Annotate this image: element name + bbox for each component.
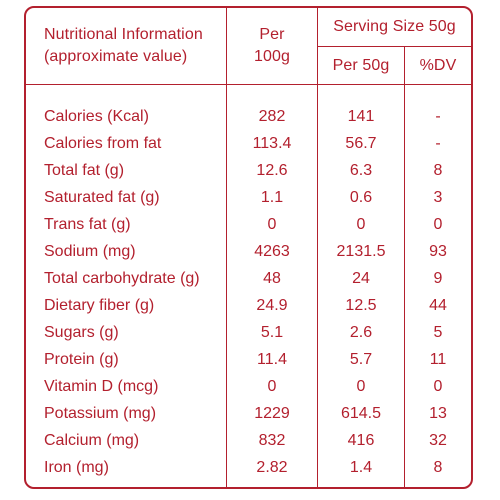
value-per100g: 5.1	[260, 324, 284, 341]
nutrient-name: Potassium (mg)	[44, 405, 157, 422]
value-dv: 0	[433, 378, 443, 395]
value-dv: 9	[433, 270, 443, 287]
value-per50g: 0.6	[349, 189, 373, 206]
value-per100g: 1229	[254, 405, 290, 422]
value-dv: 93	[429, 243, 447, 260]
nutrient-name: Protein (g)	[44, 351, 119, 368]
header-per100-line1: Per	[259, 26, 285, 43]
nutrient-name: Sugars (g)	[44, 324, 119, 341]
table-row: Total fat (g) 12.6 6.3 8	[26, 160, 475, 187]
value-dv: -	[435, 135, 441, 152]
nutrient-name: Calcium (mg)	[44, 432, 140, 449]
value-per100g: 24.9	[256, 297, 288, 314]
table-row: Trans fat (g) 0 0 0	[26, 214, 475, 241]
value-per50g: 0	[356, 378, 366, 395]
nutrient-name: Vitamin D (mcg)	[44, 378, 159, 395]
value-per50g: 5.7	[349, 351, 373, 368]
nutrient-name: Trans fat (g)	[44, 216, 131, 233]
value-per50g: 2.6	[349, 324, 373, 341]
value-per100g: 2.82	[256, 459, 288, 476]
value-per50g: 0	[356, 216, 366, 233]
value-per100g: 113.4	[252, 135, 292, 152]
value-per100g: 48	[263, 270, 281, 287]
table-row: Sodium (mg) 4263 2131.5 93	[26, 241, 475, 268]
header-per50: Per 50g	[332, 57, 390, 74]
nutrient-name: Saturated fat (g)	[44, 189, 160, 206]
value-per50g: 1.4	[349, 459, 373, 476]
value-per100g: 11.4	[257, 351, 287, 368]
value-dv: 32	[429, 432, 447, 449]
value-per50g: 24	[352, 270, 370, 287]
value-per100g: 1.1	[260, 189, 284, 206]
serving-header-divider	[317, 46, 471, 47]
header-per100-line2: 100g	[254, 48, 290, 65]
header-title: Nutritional Information (approximate val…	[44, 24, 203, 68]
table-row: Calories (Kcal) 282 141 -	[26, 106, 475, 133]
value-dv: 8	[433, 162, 443, 179]
header-title-line1: Nutritional Information	[44, 26, 203, 43]
table-row: Protein (g) 11.4 5.7 11	[26, 349, 475, 376]
nutrient-name: Calories from fat	[44, 135, 162, 152]
table-row: Iron (mg) 2.82 1.4 8	[26, 457, 475, 484]
table-row: Potassium (mg) 1229 614.5 13	[26, 403, 475, 430]
column-divider	[226, 8, 227, 487]
nutrient-name: Sodium (mg)	[44, 243, 136, 260]
nutrient-name: Dietary fiber (g)	[44, 297, 155, 314]
value-per100g: 0	[267, 216, 277, 233]
value-dv: -	[435, 108, 441, 125]
nutrient-name: Total fat (g)	[44, 162, 125, 179]
header-serving-size: Serving Size 50g	[333, 18, 456, 35]
nutrition-table: Nutritional Information (approximate val…	[24, 6, 473, 489]
table-row: Vitamin D (mcg) 0 0 0	[26, 376, 475, 403]
value-per100g: 0	[267, 378, 277, 395]
value-per50g: 416	[347, 432, 375, 449]
column-divider	[404, 46, 405, 487]
table-row: Sugars (g) 5.1 2.6 5	[26, 322, 475, 349]
value-dv: 13	[429, 405, 447, 422]
value-per50g: 141	[347, 108, 375, 125]
nutrient-name: Calories (Kcal)	[44, 108, 149, 125]
value-per100g: 4263	[254, 243, 290, 260]
value-per50g: 614.5	[340, 405, 382, 422]
header-dv: %DV	[419, 57, 457, 74]
value-dv: 0	[433, 216, 443, 233]
column-divider	[317, 8, 318, 487]
value-dv: 8	[433, 459, 443, 476]
value-per50g: 6.3	[349, 162, 373, 179]
value-per100g: 832	[258, 432, 286, 449]
value-dv: 11	[429, 351, 447, 368]
table-row: Calcium (mg) 832 416 32	[26, 430, 475, 457]
table-row: Calories from fat 113.4 56.7 -	[26, 133, 475, 160]
header-per100: Per 100g	[227, 24, 317, 68]
value-per50g: 12.5	[345, 297, 377, 314]
table-row: Saturated fat (g) 1.1 0.6 3	[26, 187, 475, 214]
value-dv: 5	[433, 324, 443, 341]
nutrient-name: Iron (mg)	[44, 459, 109, 476]
table-row: Total carbohydrate (g) 48 24 9	[26, 268, 475, 295]
value-per100g: 12.6	[256, 162, 288, 179]
header-title-line2: (approximate value)	[44, 48, 188, 65]
value-per50g: 2131.5	[336, 243, 386, 260]
nutrient-name: Total carbohydrate (g)	[44, 270, 200, 287]
value-dv: 3	[433, 189, 443, 206]
value-dv: 44	[429, 297, 447, 314]
value-per50g: 56.7	[345, 135, 377, 152]
value-per100g: 282	[258, 108, 286, 125]
header-divider	[26, 84, 471, 85]
table-row: Dietary fiber (g) 24.9 12.5 44	[26, 295, 475, 322]
